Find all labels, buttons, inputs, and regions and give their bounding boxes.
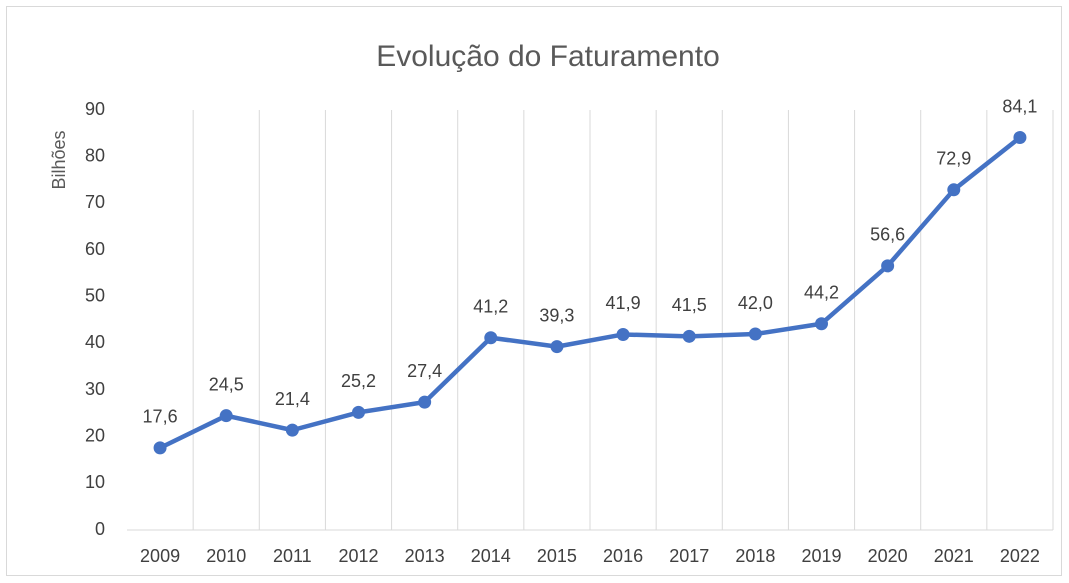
y-axis-label: Bilhões (49, 130, 69, 189)
point (748, 327, 762, 341)
x-tick-label: 2013 (405, 546, 445, 566)
data-label: 25,2 (341, 371, 376, 391)
y-tick-label: 40 (85, 332, 105, 352)
x-tick-label: 2021 (934, 546, 974, 566)
chart-border (6, 6, 1062, 576)
point (881, 259, 895, 273)
x-tick-label: 2016 (603, 546, 643, 566)
x-tick-label: 2019 (801, 546, 841, 566)
point (682, 329, 696, 343)
data-label: 72,9 (936, 149, 971, 169)
y-tick-label: 90 (85, 99, 105, 119)
point (1013, 131, 1027, 145)
y-tick-label: 10 (85, 472, 105, 492)
x-tick-label: 2018 (735, 546, 775, 566)
x-tick-label: 2011 (273, 546, 312, 566)
chart-title: Evolução do Faturamento (376, 40, 720, 73)
x-tick-label: 2010 (206, 546, 246, 566)
data-label: 21,4 (275, 389, 310, 409)
data-label: 44,2 (804, 282, 839, 302)
data-label: 56,6 (870, 225, 905, 245)
data-label: 39,3 (539, 305, 574, 325)
y-tick-label: 60 (85, 239, 105, 259)
point (484, 331, 498, 345)
y-tick-label: 80 (85, 145, 105, 165)
x-tick-label: 2022 (1000, 546, 1040, 566)
x-tick-label: 2012 (338, 546, 378, 566)
data-label: 41,9 (606, 293, 641, 313)
y-tick-label: 20 (85, 425, 105, 445)
data-label: 41,2 (473, 296, 508, 316)
y-tick-label: 0 (95, 519, 105, 539)
point (153, 441, 167, 455)
line-series (159, 135, 1022, 450)
data-label: 24,5 (209, 374, 244, 394)
y-tick-label: 30 (85, 379, 105, 399)
point (418, 395, 432, 409)
y-tick-label: 50 (85, 285, 105, 305)
data-label: 84,1 (1002, 96, 1037, 116)
point (285, 423, 299, 437)
x-tick-label: 2015 (537, 546, 577, 566)
data-label: 41,5 (672, 295, 707, 315)
data-label: 42,0 (738, 293, 773, 313)
point (947, 183, 961, 197)
y-tick-label: 70 (85, 192, 105, 212)
point (352, 405, 365, 419)
point (815, 317, 828, 331)
x-tick-label: 2014 (471, 546, 511, 566)
x-tick-label: 2009 (140, 546, 180, 566)
point (616, 327, 630, 341)
data-label: 17,6 (143, 407, 178, 427)
point (550, 340, 564, 354)
x-tick-label: 2020 (868, 546, 908, 566)
data-label: 27,4 (407, 361, 442, 381)
x-tick-label: 2017 (669, 546, 709, 566)
point (219, 409, 233, 423)
